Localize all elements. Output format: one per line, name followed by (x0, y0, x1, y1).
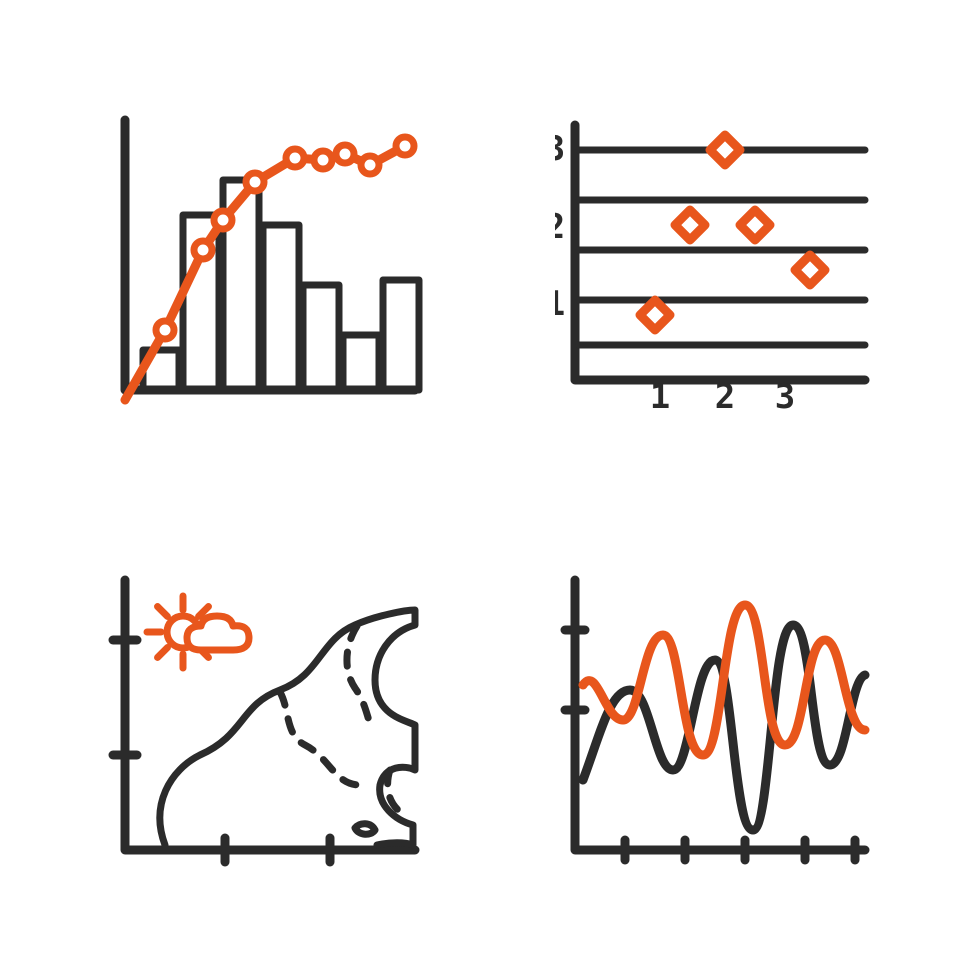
svg-text:1: 1 (650, 377, 670, 410)
panel-bar-line-chart (90, 90, 440, 430)
panel-dot-strip-chart: 3 2 1 1 2 3 (540, 90, 890, 430)
waveform-chart-icon (555, 570, 875, 870)
svg-text:2: 2 (715, 377, 735, 410)
svg-text:2: 2 (555, 207, 565, 247)
bar-line-chart-icon (105, 110, 425, 410)
dot-strip-chart-icon: 3 2 1 1 2 3 (555, 110, 875, 410)
svg-text:1: 1 (555, 284, 565, 324)
panel-weather-map-chart (90, 550, 440, 890)
weather-map-chart-icon (105, 570, 425, 870)
panel-waveform-chart (540, 550, 890, 890)
svg-text:3: 3 (555, 129, 565, 169)
svg-text:3: 3 (775, 377, 795, 410)
